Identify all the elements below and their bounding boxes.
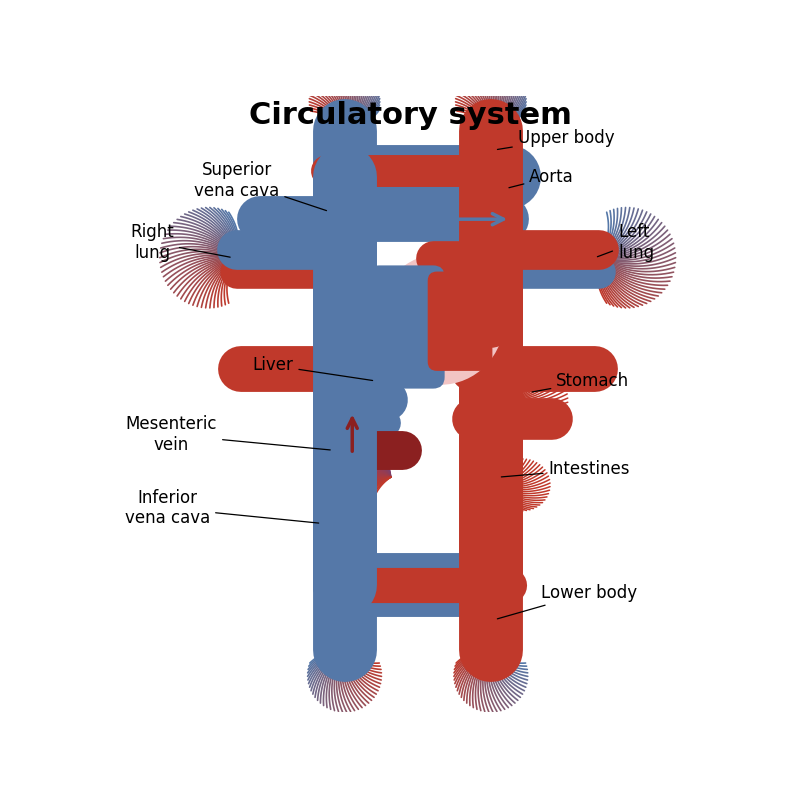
Text: Liver: Liver: [253, 357, 373, 381]
Text: Lower body: Lower body: [498, 584, 637, 619]
Text: Mesenteric
vein: Mesenteric vein: [126, 415, 330, 454]
Text: Intestines: Intestines: [502, 461, 630, 478]
Text: Left
lung: Left lung: [598, 223, 654, 262]
Text: Upper body: Upper body: [498, 130, 614, 150]
Text: Inferior
vena cava: Inferior vena cava: [125, 489, 318, 527]
Text: Aorta: Aorta: [509, 168, 574, 188]
FancyBboxPatch shape: [428, 271, 492, 371]
Text: Right
lung: Right lung: [130, 223, 230, 262]
Text: Stomach: Stomach: [532, 372, 630, 392]
Text: Superior
vena cava: Superior vena cava: [194, 162, 326, 210]
Ellipse shape: [378, 254, 504, 385]
Text: Circulatory system: Circulatory system: [249, 101, 571, 130]
FancyBboxPatch shape: [368, 266, 445, 389]
